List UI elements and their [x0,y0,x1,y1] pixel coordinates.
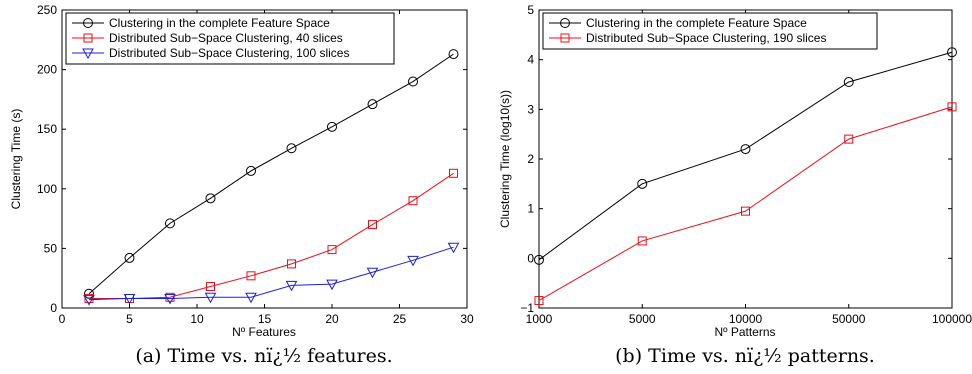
data-point [83,295,95,306]
data-point [287,259,296,269]
data-point [447,242,460,254]
data-point [947,47,957,58]
data-point [843,77,854,88]
data-point [326,279,338,291]
legend-marker [560,18,570,28]
data-point [534,254,544,265]
data-point [285,280,298,292]
x-tick-label: 20 [325,312,339,326]
data-point [246,165,256,176]
series-line-1 [538,51,953,261]
data-point [164,293,176,305]
chart-b-ticks: 1000 5000 10000 50000 100000 −1 0 1 2 3 4 5 [520,3,972,326]
y-tick-label: 150 [37,122,57,136]
legend-marker [83,33,93,43]
legend-entry-3: Distributed Sub−Space Clustering, 100 sl… [109,46,349,60]
legend-entry-2: Distributed Sub−Space Clustering, 190 sl… [586,31,826,45]
legend-box [65,12,395,65]
chart-a-series [83,49,460,306]
legend-marker [83,18,93,28]
x-tick-label: 10 [190,312,204,326]
series-line-3 [88,246,454,301]
chart-a-xlabel: Nº Features [232,325,296,339]
x-tick-label: 30 [460,312,474,326]
chart-b-caption: (b) Time vs. nï¿½ patterns. [615,345,875,367]
series-line-2 [538,106,953,301]
chart-b: 1000 5000 10000 50000 100000 −1 0 1 2 3 4 5 Cluster… [498,3,972,367]
legend-marker [560,33,570,43]
y-tick-label: 50 [44,241,58,255]
legend-box [542,12,878,50]
chart-b-plot-area [538,9,953,309]
x-tick-label: 5000 [629,312,656,326]
series-line-2 [89,172,454,299]
chart-b-ylabel: Clustering Time (log10(s)) [498,90,512,228]
data-point [327,245,337,255]
x-tick-label: 50000 [832,312,866,326]
y-tick-label: 5 [527,3,534,17]
data-point [366,267,379,279]
data-point [448,49,459,60]
chart-b-series [534,47,957,306]
chart-a-ticks: 0 5 10 15 20 25 30 0 50 100 150 200 250 [37,3,474,326]
data-point [947,102,957,112]
data-point [741,206,750,216]
data-point [206,282,215,292]
y-tick-label: 100 [37,182,57,196]
y-tick-label: 200 [37,63,57,77]
y-tick-label: 0 [527,251,534,265]
data-point [408,76,418,87]
chart-b-xlabel: Nº Patterns [714,325,775,339]
data-point [408,196,418,206]
legend-entry-2: Distributed Sub−Space Clustering, 40 sli… [109,31,343,45]
y-tick-label: −1 [520,301,534,315]
series-line-1 [88,53,454,295]
data-point [245,292,257,304]
data-point [123,293,136,305]
x-tick-label: 0 [59,312,66,326]
chart-b-legend: Clustering in the complete Feature Space… [542,12,878,50]
data-point [204,292,217,304]
data-point [205,193,216,204]
y-tick-label: 0 [50,301,57,315]
data-point [740,144,751,155]
chart-a-ylabel: Clustering Time (s) [9,109,23,210]
x-tick-label: 100000 [932,312,972,326]
data-point [368,220,377,230]
data-point [449,168,458,178]
y-tick-label: 1 [527,202,534,216]
x-tick-label: 10000 [729,312,763,326]
chart-a-legend: Clustering in the complete Feature Space… [65,12,395,65]
data-point [165,218,175,229]
data-point [367,99,378,110]
x-tick-label: 25 [393,312,407,326]
chart-a: 0 5 10 15 20 25 30 0 50 100 150 200 250 Clustering i… [9,3,474,367]
chart-a-caption: (a) Time vs. nï¿½ features. [135,345,392,367]
data-point [327,121,337,132]
data-point [844,134,854,144]
data-point [246,271,256,281]
y-tick-label: 4 [527,53,534,67]
data-point [407,255,419,267]
y-tick-label: 250 [37,3,57,17]
data-point [534,296,544,306]
legend-entry-1: Clustering in the complete Feature Space [586,16,807,30]
legend-marker [82,48,94,60]
x-tick-label: 5 [126,312,133,326]
data-point [637,236,647,246]
y-tick-label: 3 [527,102,534,116]
x-tick-label: 15 [258,312,272,326]
x-tick-label: 1000 [526,312,553,326]
data-point [286,143,297,154]
y-tick-label: 2 [527,152,534,166]
data-point [124,252,135,263]
data-point [637,178,648,189]
legend-entry-1: Clustering in the complete Feature Space [109,16,330,30]
